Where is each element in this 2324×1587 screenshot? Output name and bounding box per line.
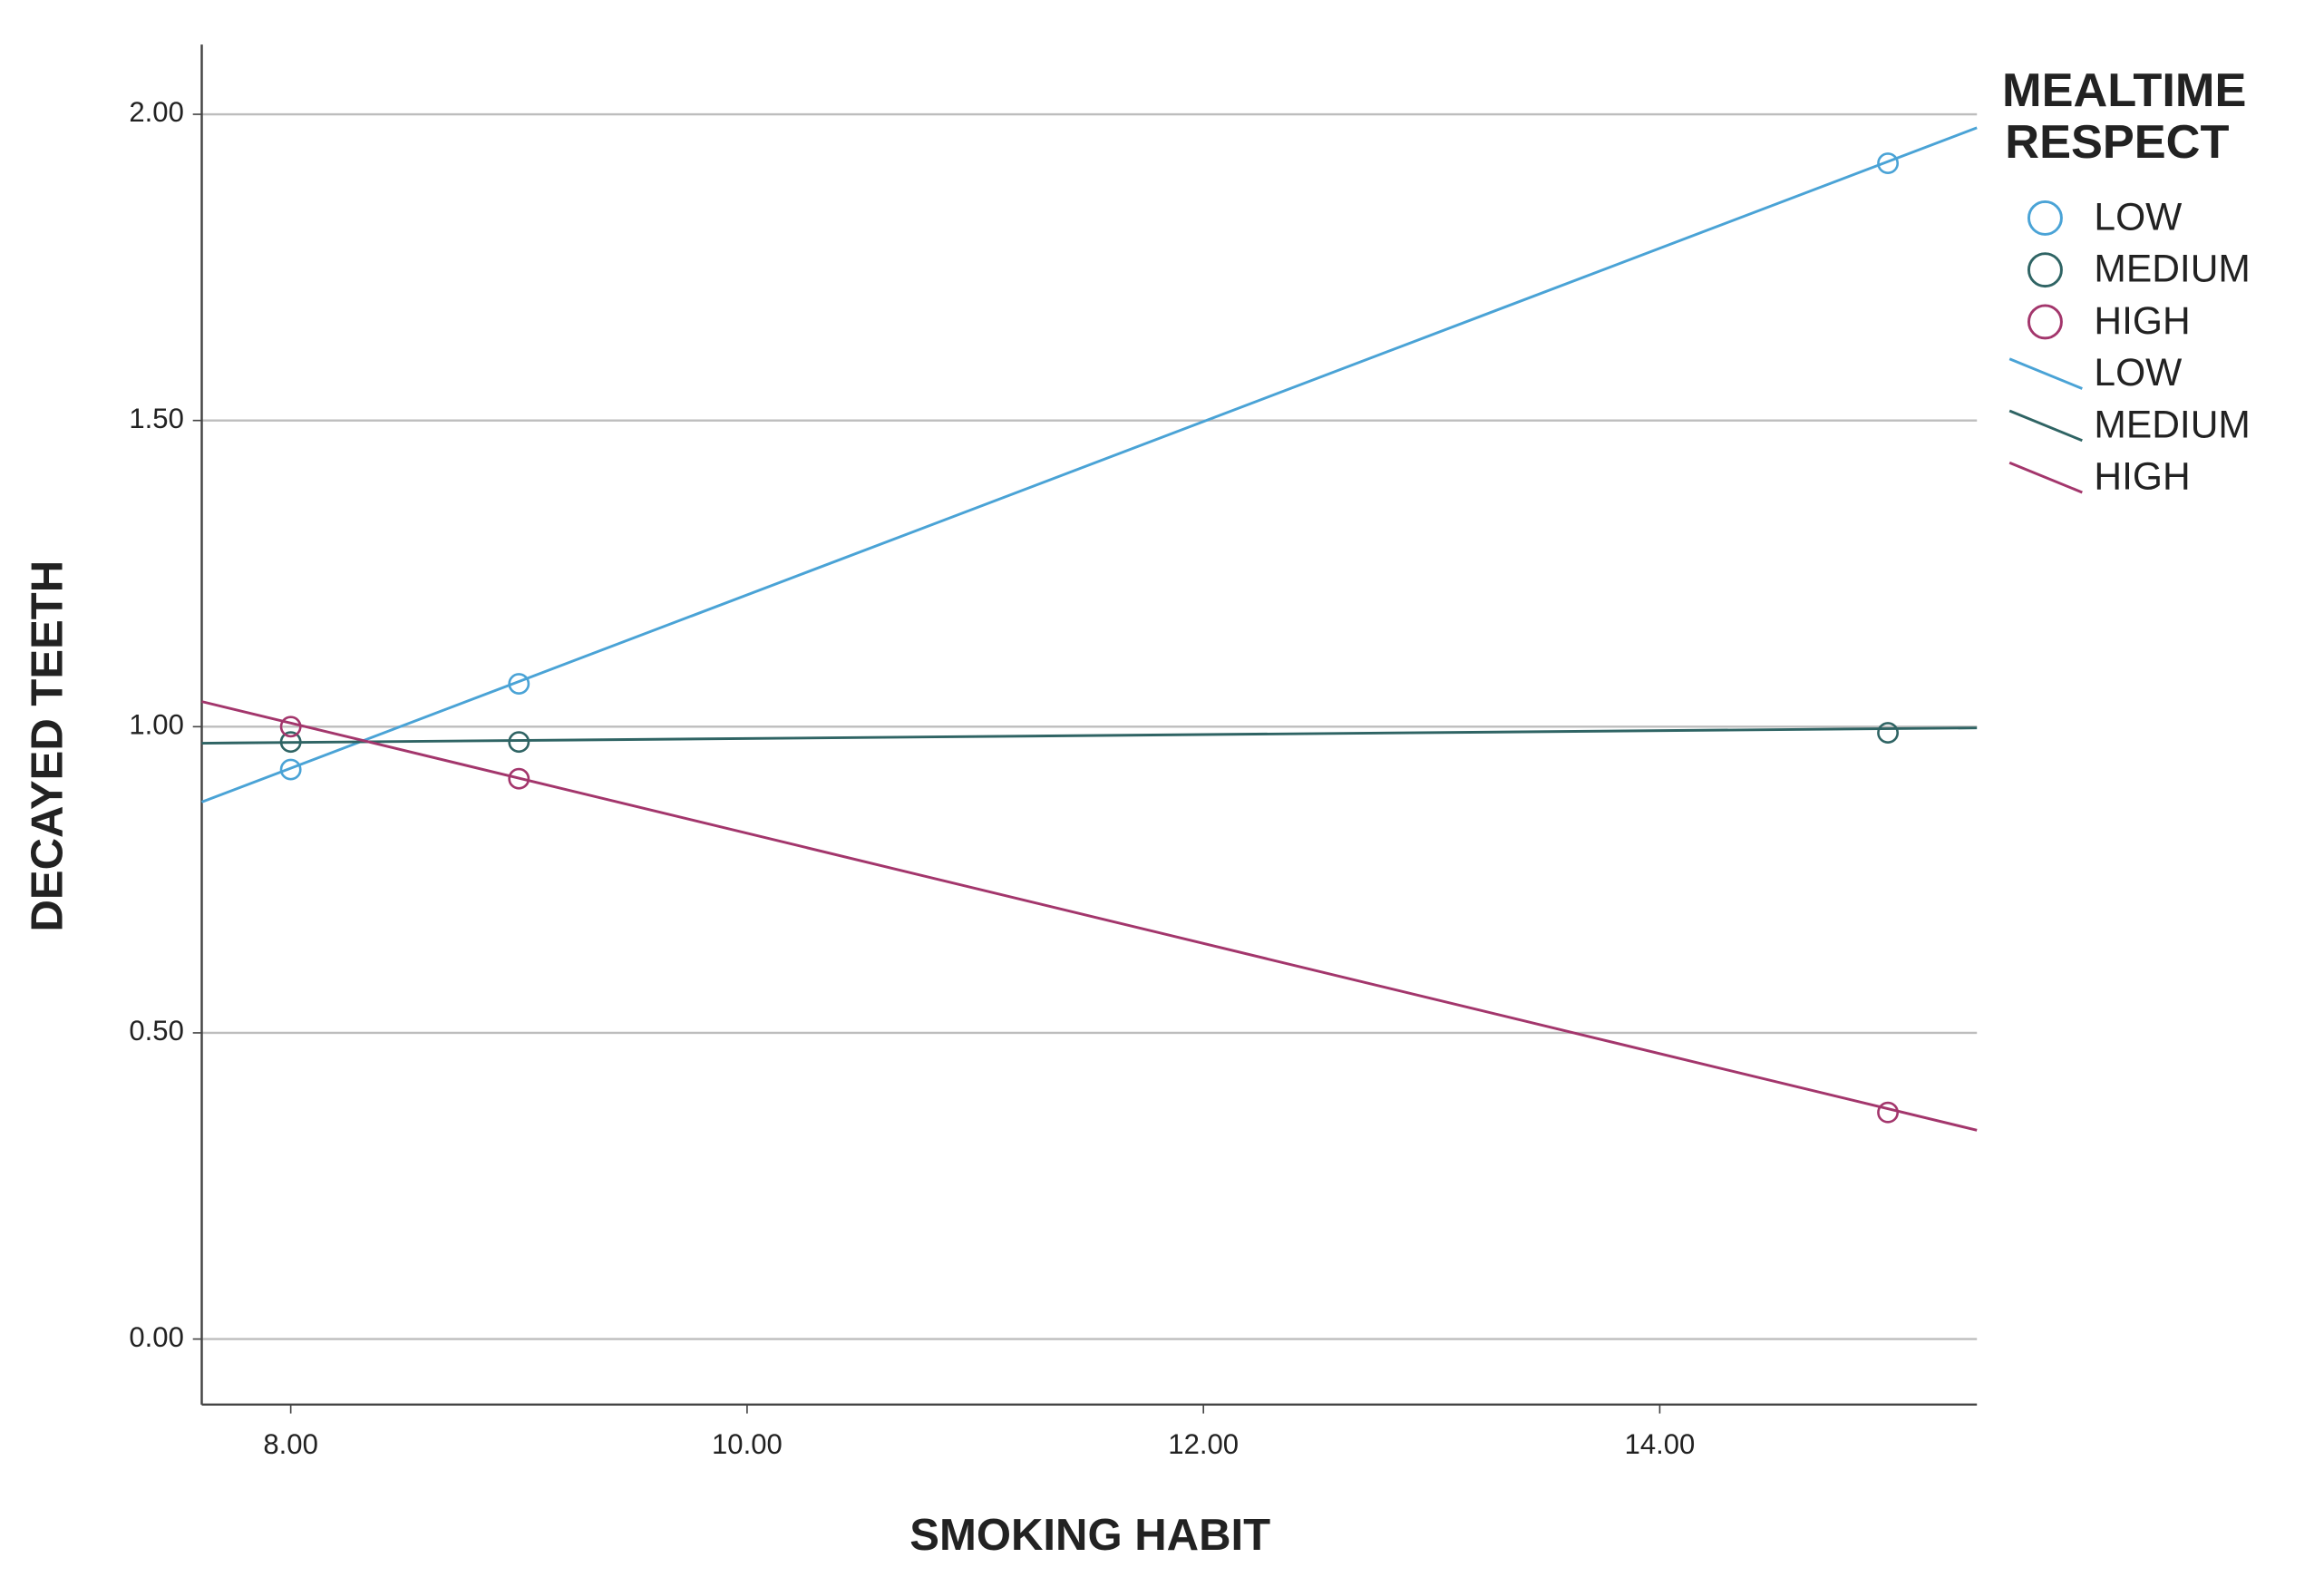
legend-marker [2027,252,2063,288]
y-axis-title: DECAYED TEETH [24,560,73,932]
legend-label: HIGH [2094,456,2190,499]
legend-label: LOW [2094,352,2182,394]
legend-marker [2008,461,2083,494]
point [508,767,530,790]
legend-label: HIGH [2094,300,2190,343]
y-tick-label: 0.00 [129,1321,183,1353]
point [279,758,302,781]
x-axis-title: SMOKING HABIT [909,1511,1270,1560]
y-tick-label: 0.50 [129,1015,183,1047]
legend-label: LOW [2094,196,2182,239]
y-tick-label: 1.50 [129,403,183,434]
legend-marker [2008,409,2083,443]
y-tick-label: 2.00 [129,96,183,128]
legend-title: RESPECT [2005,116,2229,169]
fit-line [200,126,1978,803]
legend-label: MEDIUM [2094,404,2250,446]
point [279,731,302,754]
legend-marker [2027,200,2063,236]
point [1877,1101,1900,1124]
legend-marker [2008,357,2083,390]
x-tick-label: 8.00 [263,1428,317,1460]
point [508,673,530,695]
point [1877,722,1900,745]
legend-marker [2027,304,2063,340]
x-tick-label: 12.00 [1168,1428,1239,1460]
fit-line [201,700,1978,1132]
x-tick-label: 10.00 [712,1428,783,1460]
legend-title: MEALTIME [2002,64,2246,117]
fit-line [201,726,1978,745]
y-tick-label: 1.00 [129,709,183,741]
point [279,716,302,738]
point [508,731,530,754]
x-tick-label: 14.00 [1625,1428,1696,1460]
point [1877,152,1900,175]
legend-label: MEDIUM [2094,248,2250,291]
